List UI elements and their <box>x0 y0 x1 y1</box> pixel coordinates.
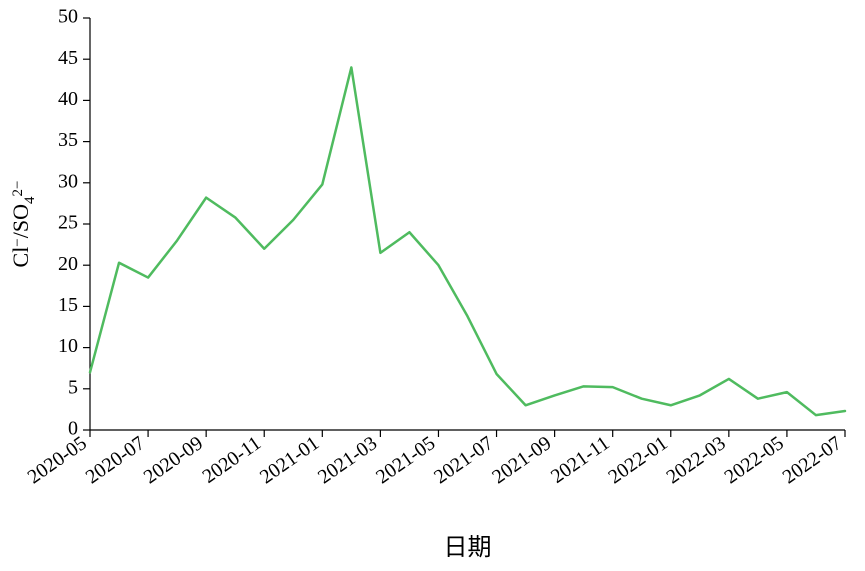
y-tick-label: 50 <box>58 6 78 28</box>
y-tick-label: 25 <box>58 212 78 234</box>
y-tick-label: 15 <box>58 294 78 316</box>
chart-container: 05101520253035404550Cl−/SO42−2020-052020… <box>0 0 865 571</box>
y-tick-label: 20 <box>58 253 78 275</box>
x-axis-title: 日期 <box>444 535 492 561</box>
y-tick-label: 30 <box>58 170 78 192</box>
y-tick-label: 45 <box>58 47 78 69</box>
y-tick-label: 5 <box>68 376 78 398</box>
y-tick-label: 40 <box>58 88 78 110</box>
y-tick-label: 35 <box>58 129 78 151</box>
y-tick-label: 10 <box>58 335 78 357</box>
line-chart: 05101520253035404550Cl−/SO42−2020-052020… <box>0 0 865 571</box>
